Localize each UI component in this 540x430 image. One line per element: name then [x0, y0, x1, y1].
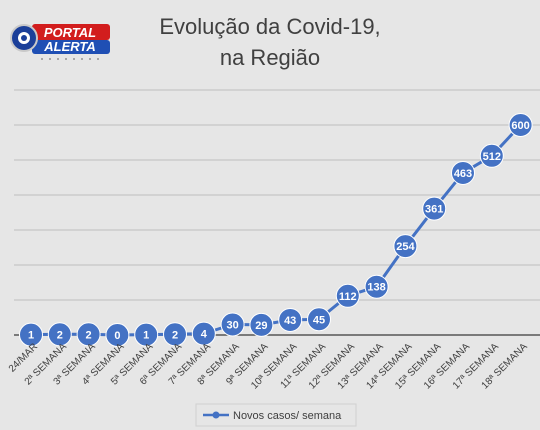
data-point	[451, 160, 475, 185]
data-label: 30	[226, 320, 238, 332]
legend-label: Novos casos/ semana	[233, 410, 342, 422]
data-label: 463	[454, 168, 472, 180]
data-point	[220, 312, 245, 337]
data-point	[249, 312, 274, 337]
portal-alerta-logo: PORTAL ALERTA	[10, 24, 110, 60]
data-label: 45	[313, 314, 325, 326]
data-label: 4	[201, 329, 208, 341]
data-point	[335, 283, 360, 308]
data-label: 0	[114, 330, 120, 342]
data-label: 112	[339, 291, 357, 303]
chart-title-line-2: na Região	[219, 45, 321, 70]
data-point	[278, 307, 303, 332]
data-label: 2	[172, 329, 178, 341]
data-label: 1	[28, 330, 34, 342]
gridlines	[14, 89, 540, 336]
data-point	[364, 274, 389, 299]
data-label: 2	[57, 329, 63, 341]
data-label: 512	[483, 151, 501, 163]
data-point	[134, 322, 159, 347]
data-point	[393, 234, 418, 259]
legend: Novos casos/ semana	[195, 403, 357, 427]
data-label: 361	[425, 204, 443, 216]
data-point	[422, 196, 447, 221]
data-points: 1 2 2 0 1 2 4 30 29 43 45 112 138 254 361 463 512 600	[19, 113, 533, 347]
data-point	[191, 321, 216, 346]
data-label: 2	[86, 329, 92, 341]
logo-text-alerta: ALERTA	[43, 39, 96, 54]
data-point	[76, 322, 101, 347]
legend-marker-swatch	[212, 411, 220, 419]
chart-title-line-1: Evolução da Covid-19,	[159, 14, 381, 39]
data-point	[19, 322, 43, 347]
data-label: 43	[284, 315, 296, 327]
data-point	[508, 113, 533, 137]
data-point	[307, 307, 331, 332]
data-point	[105, 323, 130, 347]
data-label: 254	[396, 241, 415, 253]
data-label: 600	[511, 120, 529, 132]
data-label: 1	[143, 330, 149, 342]
legend-box	[195, 403, 357, 427]
data-point	[479, 143, 504, 168]
logo-text-portal: PORTAL	[44, 25, 96, 40]
data-point	[163, 322, 187, 347]
data-point	[47, 322, 72, 347]
data-label: 138	[367, 282, 385, 294]
data-label: 29	[255, 320, 267, 332]
